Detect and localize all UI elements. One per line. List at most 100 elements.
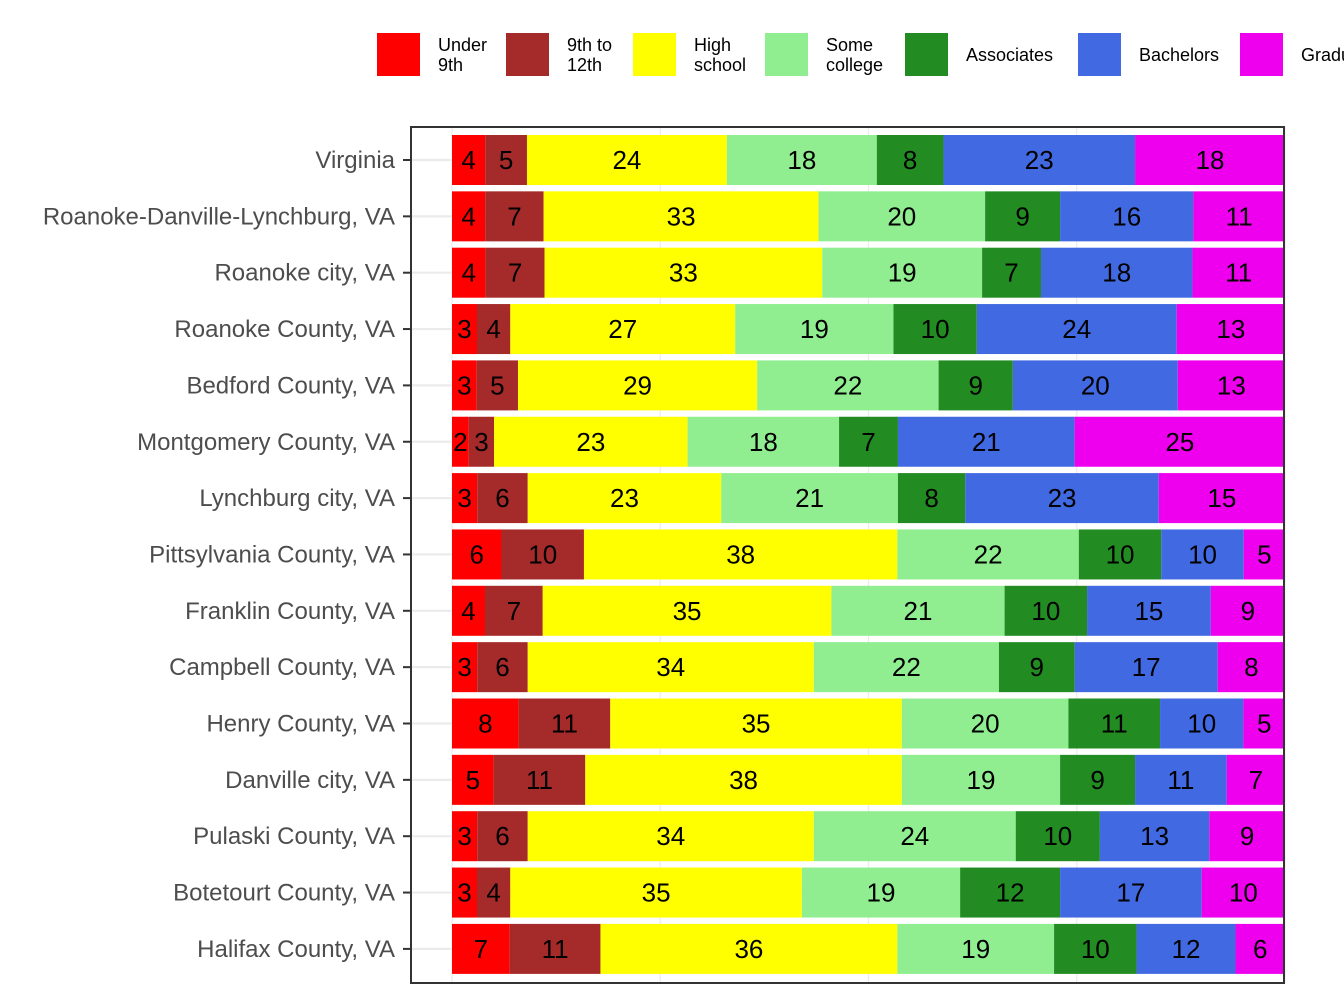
- data-label: 21: [904, 596, 933, 626]
- bar-segment-some-college: [813, 811, 1016, 862]
- bar-segment-9th-to-12th: [476, 867, 511, 918]
- data-label: 15: [1207, 483, 1236, 513]
- data-label: 19: [961, 934, 990, 964]
- data-label: 38: [726, 539, 755, 569]
- data-label: 11: [542, 934, 569, 964]
- bar-segment-bachelors: [1060, 191, 1194, 242]
- bar-segment-under-9th: [452, 360, 477, 411]
- data-label: 10: [1188, 539, 1217, 569]
- data-label: 34: [656, 652, 685, 682]
- bar-segment-graduate: [1074, 416, 1285, 467]
- bar-segment-some-college: [901, 698, 1069, 749]
- data-label: 17: [1116, 878, 1145, 908]
- bar-segment-under-9th: [452, 754, 494, 805]
- data-label: 6: [470, 539, 484, 569]
- category-label: Pulaski County, VA: [193, 823, 395, 850]
- data-label: 33: [669, 258, 698, 288]
- data-label: 18: [749, 427, 778, 457]
- bar-segment-graduate: [1217, 642, 1285, 693]
- bar-segment-under-9th: [452, 585, 485, 636]
- bar-segment-high-school: [510, 867, 802, 918]
- data-label: 5: [1257, 539, 1271, 569]
- data-label: 12: [996, 878, 1025, 908]
- data-label: 19: [966, 765, 995, 795]
- data-label: 4: [462, 258, 476, 288]
- bar-segment-associates: [897, 473, 966, 524]
- bar-segment-under-9th: [452, 247, 486, 298]
- bar-segment-under-9th: [452, 135, 486, 185]
- bar-segment-associates: [938, 360, 1013, 411]
- data-label: 3: [457, 370, 471, 400]
- bar-segment-graduate: [1209, 811, 1285, 862]
- bar-segment-graduate: [1226, 754, 1285, 805]
- data-label: 38: [729, 765, 758, 795]
- bar-segment-bachelors: [976, 304, 1177, 355]
- bar-segment-some-college: [813, 642, 999, 693]
- bar-segment-high-school: [585, 754, 902, 805]
- category-label: Halifax County, VA: [197, 936, 395, 963]
- bar-segment-high-school: [526, 135, 727, 185]
- bar-segment-associates: [1015, 811, 1100, 862]
- category-label: Virginia: [315, 147, 395, 174]
- data-label: 24: [1062, 314, 1091, 344]
- data-label: 15: [1134, 596, 1163, 626]
- bar-segment-high-school: [527, 473, 722, 524]
- data-label: 10: [528, 539, 557, 569]
- bar-segment-under-9th: [452, 811, 478, 862]
- category-label: Franklin County, VA: [185, 598, 395, 625]
- bar-segment-9th-to-12th: [468, 416, 495, 467]
- category-label: Roanoke city, VA: [214, 260, 395, 287]
- bar-segment-some-college: [757, 360, 939, 411]
- category-label: Campbell County, VA: [169, 654, 395, 681]
- data-label: 9: [1241, 596, 1255, 626]
- bar-segment-9th-to-12th: [477, 473, 528, 524]
- data-label: 3: [457, 821, 471, 851]
- bar-segment-9th-to-12th: [484, 585, 543, 636]
- bar-segment-graduate: [1135, 135, 1285, 185]
- plot-border: [410, 126, 1285, 984]
- data-label: 8: [924, 483, 938, 513]
- data-label: 11: [1225, 258, 1252, 288]
- plot-border-layer: [410, 126, 1285, 984]
- bar-segment-associates: [1054, 923, 1137, 974]
- category-label: Botetourt County, VA: [173, 880, 395, 907]
- bar-segment-high-school: [527, 811, 814, 862]
- bar-segment-bachelors: [1135, 754, 1227, 805]
- bar-segment-bachelors: [1012, 360, 1178, 411]
- data-label: 9: [1015, 201, 1029, 231]
- bar-segment-associates: [1068, 698, 1161, 749]
- data-label: 20: [1081, 370, 1110, 400]
- data-label: 10: [1187, 709, 1216, 739]
- data-label: 19: [888, 258, 917, 288]
- data-label: 25: [1165, 427, 1194, 457]
- bar-segment-high-school: [544, 247, 823, 298]
- bar-segment-high-school: [494, 416, 688, 467]
- data-label: 4: [486, 314, 500, 344]
- data-label: 2: [453, 427, 467, 457]
- legend-swatch: [1240, 33, 1283, 76]
- data-label: 7: [1004, 258, 1018, 288]
- data-label: 18: [787, 145, 816, 175]
- y-axis: Virginia Roanoke-Danville-Lynchburg, VA Ro…: [43, 147, 411, 963]
- data-label: 27: [608, 314, 637, 344]
- data-label: 35: [642, 878, 671, 908]
- data-label: 6: [495, 821, 509, 851]
- category-label: Pittsylvania County, VA: [149, 541, 395, 568]
- data-label: 4: [486, 878, 500, 908]
- bar-segment-high-school: [610, 698, 902, 749]
- data-label: 8: [1244, 652, 1258, 682]
- bar-segment-graduate: [1201, 867, 1285, 918]
- data-label: 20: [971, 709, 1000, 739]
- bar-segment-9th-to-12th: [485, 135, 527, 185]
- data-label: 34: [656, 821, 685, 851]
- data-labels: 4 5 24 18 8 23 184 7 33 20 9 16 114 7 33 19 7 18 113 4 27 19 1…: [453, 145, 1271, 964]
- bar-segment-some-college: [801, 867, 961, 918]
- data-label: 9: [1240, 821, 1254, 851]
- data-label: 11: [526, 765, 553, 795]
- data-label: 4: [461, 596, 475, 626]
- bar-segment-graduate: [1177, 360, 1285, 411]
- data-label: 9: [1030, 652, 1044, 682]
- data-label: 18: [1102, 258, 1131, 288]
- data-label: 23: [1048, 483, 1077, 513]
- bar-segment-associates: [1004, 585, 1088, 636]
